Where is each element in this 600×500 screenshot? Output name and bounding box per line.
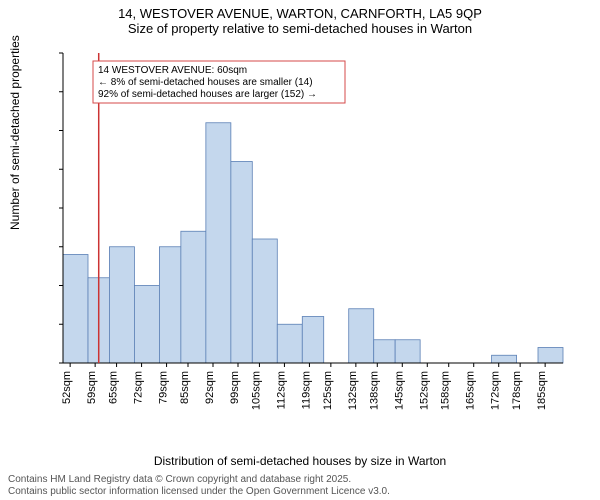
footer-line-2: Contains public sector information licen… [8, 486, 390, 498]
y-axis-label: Number of semi-detached properties [8, 35, 22, 230]
histogram-bar [231, 162, 252, 364]
x-tick-label: 79sqm [158, 371, 170, 404]
x-tick-label: 185sqm [536, 371, 548, 410]
title-line-1: 14, WESTOVER AVENUE, WARTON, CARNFORTH, … [0, 6, 600, 21]
histogram-bar [134, 286, 159, 364]
x-tick-label: 99sqm [229, 371, 241, 404]
x-tick-label: 152sqm [418, 371, 430, 410]
x-tick-label: 85sqm [179, 371, 191, 404]
callout-text-line: ← 8% of semi-detached houses are smaller… [98, 77, 313, 88]
x-tick-label: 119sqm [300, 371, 312, 409]
callout-text-line: 14 WESTOVER AVENUE: 60sqm [98, 65, 247, 76]
histogram-bar [206, 123, 231, 363]
histogram-bar [109, 247, 134, 363]
histogram-bar [63, 255, 88, 364]
x-axis-label: Distribution of semi-detached houses by … [0, 454, 600, 468]
x-tick-label: 105sqm [250, 371, 262, 410]
x-tick-label: 178sqm [511, 371, 523, 410]
x-tick-label: 138sqm [368, 371, 380, 410]
x-tick-label: 112sqm [275, 371, 287, 409]
histogram-bar [492, 355, 517, 363]
x-tick-label: 52sqm [61, 371, 73, 404]
x-tick-label: 158sqm [440, 371, 452, 410]
x-tick-label: 72sqm [133, 371, 145, 404]
x-tick-label: 165sqm [465, 371, 477, 410]
title-line-2: Size of property relative to semi-detach… [0, 21, 600, 36]
histogram-bar [302, 317, 323, 364]
x-tick-label: 132sqm [347, 371, 359, 410]
x-tick-label: 92sqm [204, 371, 216, 404]
chart-area: 051015202530354052sqm59sqm65sqm72sqm79sq… [58, 48, 568, 410]
histogram-bar [277, 324, 302, 363]
x-tick-label: 59sqm [86, 371, 98, 404]
x-tick-label: 65sqm [108, 371, 120, 404]
histogram-chart: 051015202530354052sqm59sqm65sqm72sqm79sq… [58, 48, 568, 410]
footer-line-1: Contains HM Land Registry data © Crown c… [8, 474, 390, 486]
histogram-bar [159, 247, 180, 363]
histogram-bar [538, 348, 563, 364]
callout-text-line: 92% of semi-detached houses are larger (… [98, 89, 317, 100]
histogram-bar [374, 340, 395, 363]
title-block: 14, WESTOVER AVENUE, WARTON, CARNFORTH, … [0, 0, 600, 36]
histogram-bar [252, 239, 277, 363]
x-tick-label: 172sqm [490, 371, 502, 410]
histogram-bar [181, 231, 206, 363]
histogram-bar [349, 309, 374, 363]
histogram-bar [395, 340, 420, 363]
footer-attribution: Contains HM Land Registry data © Crown c… [8, 474, 390, 498]
x-tick-label: 125sqm [322, 371, 334, 410]
x-tick-label: 145sqm [393, 371, 405, 410]
